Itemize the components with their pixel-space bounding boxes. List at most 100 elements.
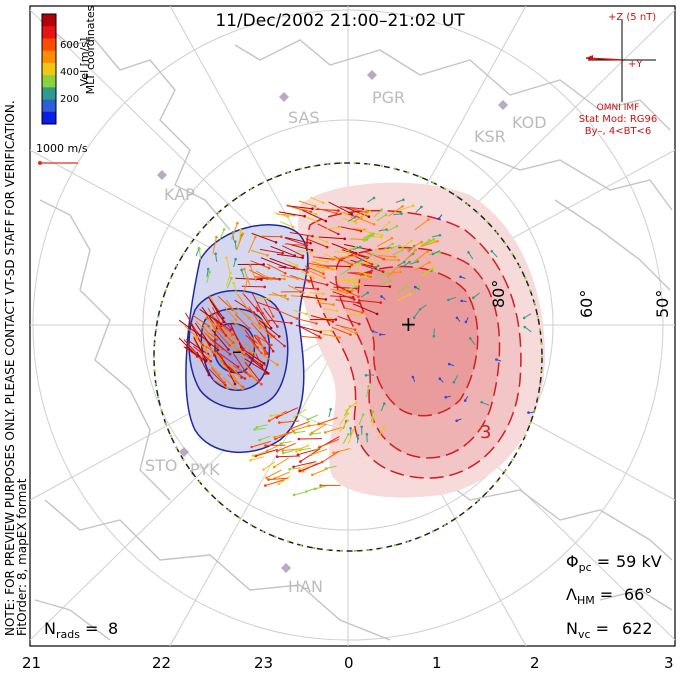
velocity-vector xyxy=(215,330,231,346)
velocity-vector xyxy=(334,251,349,254)
colorbar-tick-400: 400 xyxy=(60,67,79,78)
velocity-vector xyxy=(270,245,295,257)
velocity-vector xyxy=(333,448,351,454)
velocity-scale-origin xyxy=(38,161,42,165)
plot-frame xyxy=(29,5,676,647)
velocity-vector xyxy=(212,378,228,389)
velocity-vector xyxy=(284,243,305,246)
velocity-vector xyxy=(328,201,353,215)
svg-text:ΛHM =: ΛHM = xyxy=(566,585,613,607)
velocity-vector xyxy=(296,318,317,324)
velocity-vector xyxy=(313,236,328,243)
velocity-vector-origin xyxy=(357,264,361,267)
station-markers xyxy=(157,70,508,573)
velocity-vector-origin xyxy=(283,277,286,281)
boundary-vector-dot xyxy=(511,458,514,461)
velocity-vector xyxy=(266,331,285,347)
velocity-vector xyxy=(301,209,327,222)
velocity-vector-origin xyxy=(385,228,388,231)
velocity-vector-origin xyxy=(319,336,322,340)
velocity-vector xyxy=(256,424,268,428)
mlt-axis: 21 22 23 0 1 2 3 xyxy=(22,654,674,672)
velocity-vector xyxy=(456,317,461,323)
velocity-vector xyxy=(259,248,283,254)
velocity-vector xyxy=(380,280,392,285)
velocity-vector-origin xyxy=(348,265,352,268)
velocity-vector-origin xyxy=(359,229,363,233)
velocity-vector xyxy=(299,295,326,300)
velocity-vector xyxy=(274,431,291,438)
coastlines xyxy=(34,19,673,641)
velocity-vector xyxy=(340,268,350,276)
velocity-vector xyxy=(322,333,340,338)
velocity-vector xyxy=(243,268,251,286)
boundary-vector-dot xyxy=(157,396,160,399)
boundary-vector-dot xyxy=(380,164,383,168)
velocity-vector xyxy=(299,462,322,472)
velocity-vector xyxy=(199,248,202,260)
station-label-pgr: PGR xyxy=(372,88,405,107)
velocity-vector xyxy=(225,299,237,314)
boundary-vector-dot xyxy=(274,175,277,179)
imf-clock xyxy=(585,20,656,102)
velocity-vector xyxy=(236,233,244,250)
velocity-vector xyxy=(345,250,369,258)
velocity-vector xyxy=(252,313,268,325)
boundary-vector-dot xyxy=(540,369,543,372)
velocity-vector xyxy=(422,266,434,277)
velocity-vector xyxy=(263,461,276,471)
boundary-vector-dot xyxy=(419,535,422,539)
velocity-vector xyxy=(438,214,443,219)
svg-text:Nrads =: Nrads = xyxy=(44,619,98,641)
velocity-vector xyxy=(377,426,385,440)
velocity-vector xyxy=(382,243,393,251)
boundary-vector-dot xyxy=(182,458,185,461)
velocity-vector xyxy=(318,236,345,240)
station-label-han: HAN xyxy=(288,577,323,596)
velocity-colorbar xyxy=(41,13,57,125)
velocity-vector xyxy=(284,237,307,246)
velocity-vector xyxy=(363,234,373,243)
velocity-vector xyxy=(395,199,404,203)
lat-label-50: 50° xyxy=(653,290,672,318)
velocity-vector xyxy=(374,248,388,252)
velocity-vector xyxy=(397,285,407,294)
velocity-vector xyxy=(258,319,280,337)
boundary-vector-dot xyxy=(533,409,536,412)
velocity-vector xyxy=(391,249,403,256)
velocity-vector xyxy=(256,335,266,354)
boundary-vector-dot xyxy=(524,276,527,280)
velocity-vector xyxy=(290,421,310,430)
velocity-vector xyxy=(279,221,294,228)
boundary-vector-dot xyxy=(261,530,265,533)
velocity-vector xyxy=(472,292,481,299)
velocity-vector xyxy=(294,286,318,290)
velocity-vector-origin xyxy=(280,235,283,238)
velocity-vector xyxy=(396,261,405,267)
stat-phi-pc-value: 59 kV xyxy=(616,552,662,571)
velocity-vector xyxy=(251,440,272,448)
velocity-vector xyxy=(330,288,348,294)
stat-lambda-hm-value: 66° xyxy=(624,585,652,604)
velocity-vector xyxy=(263,307,278,327)
velocity-vector xyxy=(325,427,342,433)
velocity-vector-origin xyxy=(386,272,390,275)
velocity-vector xyxy=(268,477,289,481)
velocity-vector xyxy=(223,331,239,343)
velocity-vector xyxy=(415,286,420,290)
boundary-vector-dot xyxy=(455,516,458,519)
velocity-vector xyxy=(277,442,296,452)
velocity-vector xyxy=(259,332,274,352)
velocity-vector xyxy=(207,307,219,326)
velocity-vector xyxy=(293,461,317,468)
station-label-ksr: KSR xyxy=(474,127,506,146)
colorbar-tick-200: 200 xyxy=(60,94,79,105)
boundary-vector-dot xyxy=(353,549,356,553)
coordinates-label: MLT coordinates xyxy=(84,5,97,94)
boundary-vector-dot xyxy=(227,508,230,512)
velocity-vector-origin xyxy=(334,318,338,321)
velocity-vector xyxy=(288,264,308,273)
velocity-vector xyxy=(203,331,218,348)
velocity-vector xyxy=(339,413,349,426)
velocity-vector xyxy=(273,457,289,468)
